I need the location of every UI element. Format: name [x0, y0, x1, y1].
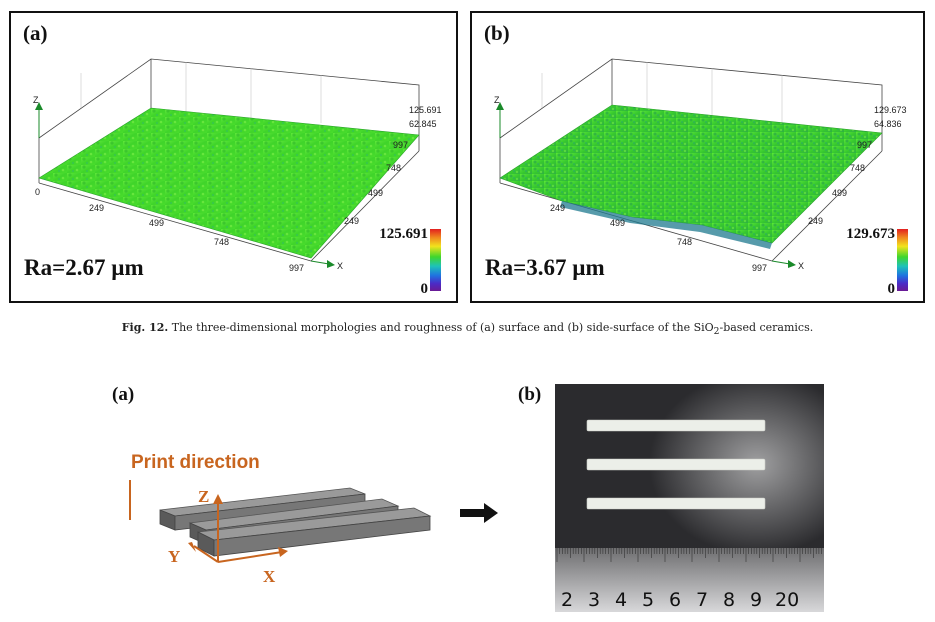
- axis-x-label: X: [263, 567, 276, 586]
- x-axis-label-a: X: [337, 261, 343, 271]
- schematic-label-a: (a): [112, 384, 135, 405]
- figure-caption: Fig. 12. The three-dimensional morpholog…: [0, 321, 935, 337]
- x-tick-a-1: 249: [89, 203, 104, 213]
- y-tick-b-3: 249: [808, 216, 823, 226]
- y-tick-a-0: 997: [393, 140, 408, 150]
- sample-photo: 2 3 4 5 6 7 8 9 20: [555, 384, 824, 612]
- surface-edge-b: [560, 201, 772, 249]
- surface-3d-panel-a: (a): [9, 11, 458, 303]
- ruler-number: 9: [750, 589, 762, 611]
- x-tick-b-1: 499: [610, 218, 625, 228]
- surface-mesh-a: [38, 107, 420, 259]
- z-tick-b-1: 64.836: [874, 119, 902, 129]
- caption-text-2: -based ceramics.: [719, 321, 814, 334]
- roughness-label-a: Ra=2.67 µm: [24, 255, 144, 280]
- right-arrow-icon: [460, 503, 498, 523]
- x-axis-arrow-a: [310, 260, 335, 268]
- colorbar-max-a: 125.691: [379, 226, 428, 242]
- colorbar-min-a: 0: [420, 281, 429, 297]
- colorbar-a: [430, 229, 441, 291]
- z-tick-a-1: 62.845: [409, 119, 437, 129]
- y-tick-b-2: 499: [832, 188, 847, 198]
- colorbar-min-b: 0: [887, 281, 896, 297]
- z-axis-label-b: Z: [494, 95, 500, 105]
- printed-bar-3: [196, 507, 432, 557]
- photo-label-b: (b): [518, 384, 542, 405]
- x-tick-b-3: 997: [752, 263, 767, 273]
- surface-mesh-b: [499, 104, 883, 244]
- colorbar-b: [897, 229, 908, 291]
- z-axis-arrow-b: [496, 102, 504, 138]
- ruler-number: 2: [561, 589, 573, 611]
- roughness-label-b: Ra=3.67 µm: [485, 255, 605, 280]
- ruler-ticks: [556, 548, 824, 562]
- ruler-number: 6: [669, 589, 681, 611]
- ruler-number: 20: [775, 589, 799, 611]
- ruler-number: 5: [642, 589, 654, 611]
- x-axis-arrow-b: [771, 260, 796, 268]
- ruler-number: 4: [615, 589, 627, 611]
- caption-text-1: The three-dimensional morphologies and r…: [171, 321, 714, 334]
- ruler-numbers: 2 3 4 5 6 7 8 9 20: [561, 589, 799, 611]
- z-axis-label-a: Z: [33, 95, 39, 105]
- y-tick-a-1: 748: [386, 163, 401, 173]
- panel-label-a: (a): [23, 21, 48, 45]
- panel-label-b: (b): [484, 21, 510, 45]
- ruler-number: 3: [588, 589, 600, 611]
- ceramic-bar-3: [586, 497, 766, 510]
- ruler: [555, 548, 824, 612]
- x-axis-label-b: X: [798, 261, 804, 271]
- printed-bars-schematic: Z Y X: [129, 480, 432, 586]
- x-tick-a-4: 997: [289, 263, 304, 273]
- x-tick-a-2: 499: [149, 218, 164, 228]
- ceramic-bar-1: [586, 419, 766, 432]
- axis-z-label: Z: [198, 487, 209, 506]
- caption-subscript: 2: [713, 326, 720, 338]
- x-tick-a-0: 0: [35, 187, 40, 197]
- ruler-number: 7: [696, 589, 708, 611]
- surface-plot-b: Z X 249 499 748 997 997 748 499 249 129.…: [494, 58, 907, 273]
- z-axis-arrow-a: [35, 102, 43, 138]
- x-tick-b-2: 748: [677, 237, 692, 247]
- colorbar-max-b: 129.673: [846, 226, 895, 242]
- ruler-number: 8: [723, 589, 735, 611]
- x-tick-b-0: 249: [550, 203, 565, 213]
- print-direction-label: Print direction: [131, 452, 260, 473]
- coordinate-axes: [188, 494, 288, 563]
- surface-plot-a: Z X 0 249 499 748 997 997 748 499 249 12…: [33, 58, 442, 273]
- y-tick-a-2: 499: [368, 188, 383, 198]
- z-tick-a-0: 125.691: [409, 105, 442, 115]
- y-tick-b-0: 997: [857, 140, 872, 150]
- bounding-box-a: [38, 58, 420, 262]
- caption-label: Fig. 12.: [121, 321, 169, 334]
- surface-3d-panel-b: (b): [470, 11, 925, 303]
- ceramic-bar-2: [586, 458, 766, 471]
- y-tick-b-1: 748: [850, 163, 865, 173]
- y-tick-a-3: 249: [344, 216, 359, 226]
- sample-photo-drawing: 2 3 4 5 6 7 8 9 20: [555, 384, 824, 612]
- z-tick-b-0: 129.673: [874, 105, 907, 115]
- axis-y-label: Y: [168, 547, 180, 566]
- x-tick-a-3: 748: [214, 237, 229, 247]
